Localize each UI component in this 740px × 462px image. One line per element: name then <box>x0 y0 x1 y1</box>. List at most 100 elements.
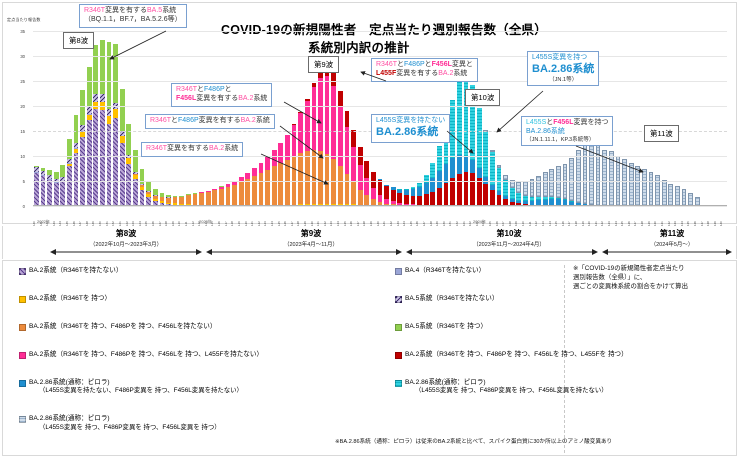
wave-period-10: 第10波 （2023年11月～2024年4月） <box>411 228 607 248</box>
bar-segment-ba2-346-486 <box>272 166 277 205</box>
bar-slot <box>687 31 694 206</box>
bar-slot <box>357 31 364 206</box>
pirola-455s-swatch <box>395 380 402 387</box>
legend-item[interactable]: BA.2.86系統(通称：ピロラ)（L455S変異を 持つ、F486P変異を 持… <box>19 415 389 433</box>
bar-segment-ba2-346-486 <box>345 174 350 204</box>
bar-segment-pirola-455s <box>503 180 508 196</box>
c4-lineage: BA.2 <box>209 145 224 152</box>
legend-item[interactable]: BA.2系統（R346Tを 持つ） <box>19 295 389 304</box>
bar-slot <box>714 31 721 206</box>
stacked-bar <box>430 163 435 207</box>
bar-segment-ba5-346 <box>113 44 118 103</box>
bar-segment-ba2-all455f <box>364 161 369 178</box>
bar-segment-ba2-346-486 <box>358 190 363 205</box>
bar-segment-pirola-455s <box>497 168 502 191</box>
stacked-bar <box>602 150 607 206</box>
callout-ba2-346-486-456: R346TとF486Pと F456L変異を有するBA.2系統 <box>171 83 272 107</box>
bar-segment-ba2-346-486 <box>186 195 191 204</box>
legend-item[interactable]: BA.2系統（R346Tを 持つ、F486Pを 持つ、F456Lを持たない） <box>19 323 389 332</box>
legend-item[interactable]: BA.5系統（R346Tを持たない） <box>395 295 695 304</box>
bar-segment-pirola-455s-456l <box>589 138 594 205</box>
legend-item[interactable]: BA.2系統（R346Tを 持つ、F486Pを 持つ、F456Lを 持つ、L45… <box>19 351 389 360</box>
bar-segment-ba2-all455f <box>338 91 343 106</box>
bar-segment-ba2-346-486-456 <box>378 195 383 202</box>
bar-segment-pirola-455s <box>424 175 429 183</box>
bar-segment-pirola-455s-456l <box>635 166 640 206</box>
bar-segment-ba2-346 <box>113 109 118 118</box>
bar-segment-ba2-346-486 <box>219 189 224 206</box>
legend-item[interactable]: BA.2系統（R346Tを持たない） <box>19 267 389 276</box>
bar-slot <box>654 31 661 206</box>
bar-segment-ba2-all455f <box>490 190 495 206</box>
y-tick-15: 15 <box>0 129 25 134</box>
bar-slot <box>73 31 80 206</box>
bar-slot <box>502 31 509 206</box>
stacked-bar <box>477 108 482 206</box>
callout-ba5-346t-mut: R346T <box>84 7 105 14</box>
c4-t1: 変異を有する <box>167 145 209 152</box>
y-tick-5: 5 <box>0 179 25 184</box>
legend-item-label: BA.2系統（R346Tを 持つ、F486Pを 持つ、F456Lを持たない） <box>29 323 216 332</box>
y-axis-title: 定点当たり報告数 <box>7 17 41 23</box>
year-mark-2022: 2022年 <box>37 219 50 225</box>
bar-segment-pirola-455s-456l <box>602 150 607 206</box>
bar-segment-pirola-no455s <box>464 156 469 172</box>
bar-segment-ba2-346-486 <box>239 182 244 206</box>
legend-item[interactable]: BA.5系統（R346Tを 持つ） <box>395 323 695 332</box>
stacked-bar <box>437 146 442 207</box>
stacked-bar <box>219 186 224 206</box>
stacked-bar <box>206 191 211 207</box>
stacked-bar <box>503 175 508 207</box>
bar-segment-ba2-346-486-456 <box>345 127 350 175</box>
wave-period-10-range: （2023年11月～2024年4月） <box>411 240 607 248</box>
stacked-bar <box>576 150 581 207</box>
y-tick-10: 10 <box>0 154 25 159</box>
bar-segment-ba2-all455f <box>457 174 462 206</box>
bar-slot <box>297 31 304 206</box>
x-tick-label: 23-42 <box>390 206 397 228</box>
bar-segment-pirola-no455s <box>437 171 442 188</box>
bar-segment-ba2-346-486 <box>252 176 257 206</box>
bar-slot <box>40 31 47 206</box>
x-tick-label: 23-47 <box>423 206 430 228</box>
stacked-bar <box>516 182 521 206</box>
stacked-bar <box>622 159 627 206</box>
wave-period-band: 第8波 （2022年10月～2023年3月） 第9波 （2023年4月～11月）… <box>2 226 737 259</box>
legend-item[interactable]: BA.2.86系統(通称：ピロラ)（L455S変異を 持つ、F486P変異を 持… <box>395 379 695 397</box>
stacked-bar <box>497 165 502 207</box>
x-tick-label: 23-06 <box>152 206 159 228</box>
bar-slot <box>509 31 516 206</box>
callout-pirola-455s-456l: L455SとF456L変異を持つ BA.2.86系統 （JN.1.11.1，KP… <box>521 116 613 146</box>
bar-slot <box>648 31 655 206</box>
legend-item[interactable]: BA.2.86系統(通称：ピロラ)（L455S変異を持たない、F486P変異を … <box>19 379 389 397</box>
callout-ba2-346: R346T変異を有するBA.2系統 <box>141 142 243 157</box>
bar-segment-pirola-455s-456l <box>629 163 634 207</box>
bar-segment-ba2-346-486 <box>278 163 283 205</box>
stacked-bar <box>391 187 396 206</box>
stacked-bar <box>292 124 297 206</box>
bar-segment-ba2-346-486-456 <box>272 150 277 166</box>
x-tick-label: 23-19 <box>238 206 245 228</box>
bar-segment-ba2-all455f <box>483 184 488 206</box>
callout-ba5-346t-t2: 系統 <box>162 7 176 14</box>
legend-item[interactable]: BA.2系統（R346Tを 持つ、F486Pを 持つ、F456Lを 持つ、L45… <box>395 351 695 360</box>
stacked-bar <box>635 166 640 206</box>
stacked-bar <box>133 150 138 206</box>
bar-segment-ba2-no346 <box>100 110 105 207</box>
ba2-346-486-456-swatch <box>19 352 26 359</box>
bar-segment-ba2-346 <box>107 116 112 124</box>
wave-period-8-range: （2022年10月～2023年3月） <box>41 240 211 248</box>
stacked-bar <box>404 189 409 206</box>
c5-mut3: F456L <box>432 61 452 68</box>
c4-mut1: R346T <box>146 145 167 152</box>
c2-t1: と <box>197 86 204 93</box>
c2-t3: 変異を有する <box>196 95 238 102</box>
bar-segment-pirola-455s <box>464 76 469 156</box>
bar-segment-ba5-346 <box>133 150 138 172</box>
bar-segment-ba2-346-486 <box>199 193 204 205</box>
year-mark-2023: 2023年 <box>199 219 212 225</box>
bar-slot <box>628 31 635 206</box>
bar-slot <box>344 31 351 206</box>
stacked-bar <box>140 169 145 206</box>
c2-mut3: F456L <box>176 95 196 102</box>
